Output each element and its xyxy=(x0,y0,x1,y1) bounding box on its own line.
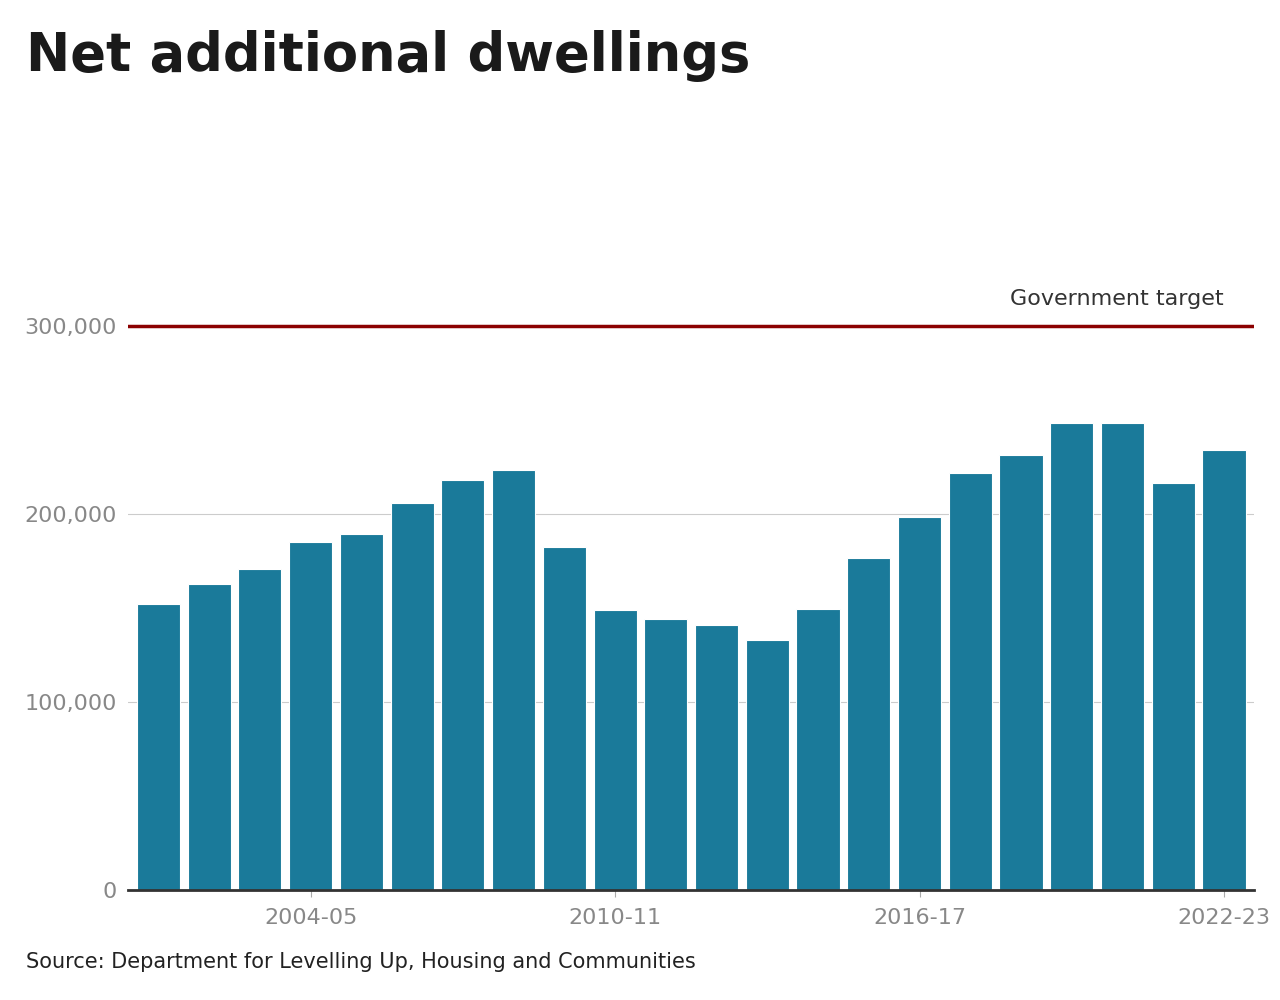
Bar xyxy=(442,480,484,890)
Bar xyxy=(137,604,180,890)
Text: BBC: BBC xyxy=(1160,952,1215,974)
Bar xyxy=(746,640,788,890)
Bar xyxy=(289,542,333,890)
Text: Source: Department for Levelling Up, Housing and Communities: Source: Department for Levelling Up, Hou… xyxy=(26,952,695,972)
Bar xyxy=(188,584,230,890)
Bar xyxy=(543,547,586,890)
Bar xyxy=(796,609,840,890)
Bar xyxy=(1101,423,1144,890)
Bar xyxy=(1152,483,1194,890)
Bar xyxy=(695,625,739,890)
Bar xyxy=(644,619,687,890)
Text: Net additional dwellings: Net additional dwellings xyxy=(26,30,750,82)
Bar xyxy=(339,534,383,890)
Bar xyxy=(492,470,535,890)
Bar xyxy=(594,610,636,890)
Bar xyxy=(238,569,282,890)
Bar xyxy=(1000,455,1043,890)
Bar xyxy=(948,473,992,890)
Bar xyxy=(899,517,941,890)
Bar xyxy=(1050,423,1093,890)
Bar xyxy=(847,558,891,890)
Text: Government target: Government target xyxy=(1010,289,1224,309)
Bar xyxy=(390,503,434,890)
Bar xyxy=(1202,450,1245,890)
